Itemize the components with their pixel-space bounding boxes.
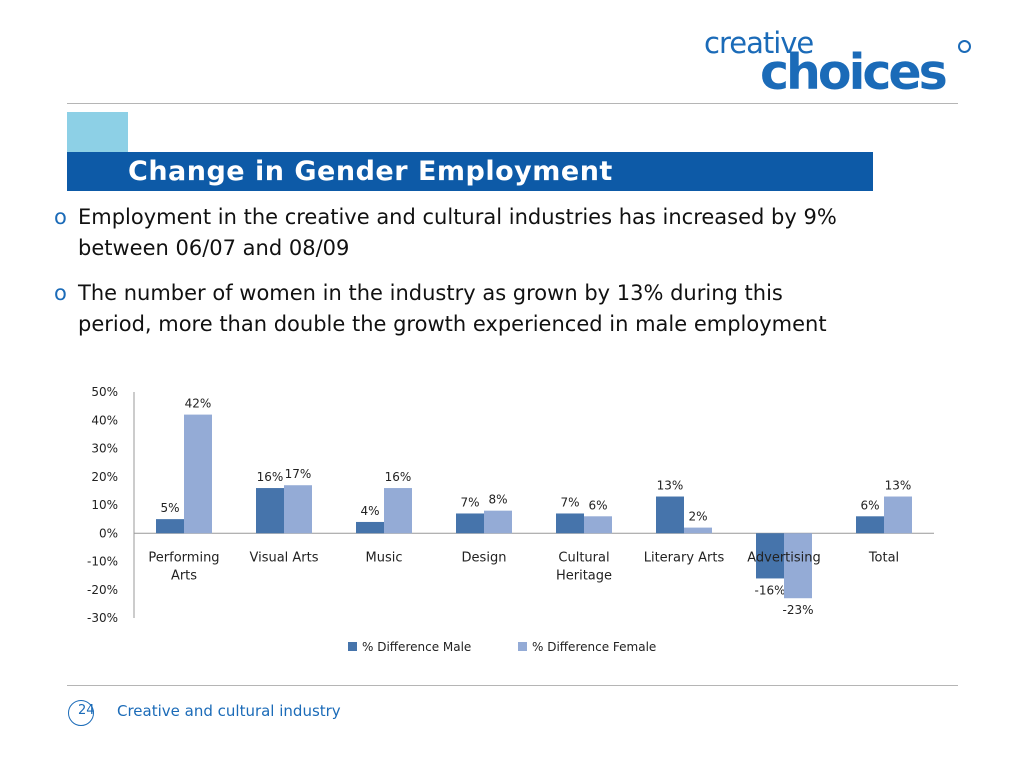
data-label: 6% — [860, 498, 879, 512]
data-label: 17% — [285, 467, 312, 481]
bar-male — [856, 516, 884, 534]
bar-male — [356, 521, 384, 534]
x-tick-label: Cultural — [558, 550, 609, 565]
x-tick-label: Total — [868, 550, 899, 565]
data-label: 16% — [257, 470, 284, 484]
bar-female — [284, 485, 312, 534]
data-label: 8% — [488, 493, 507, 507]
slide-title: Change in Gender Employment — [128, 156, 613, 187]
legend-swatch — [348, 642, 357, 651]
bar-male — [756, 533, 784, 579]
data-label: 7% — [460, 495, 479, 509]
data-label: 42% — [185, 397, 212, 411]
bullet-item: o The number of women in the industry as… — [52, 278, 852, 340]
logo-line-1: creative — [704, 26, 814, 60]
logo-line-2: choices — [760, 44, 948, 101]
footer-text: Creative and cultural industry — [117, 702, 341, 720]
bar-female — [384, 488, 412, 534]
x-tick-label: Arts — [171, 568, 197, 583]
data-label: 5% — [160, 501, 179, 515]
bar-female — [484, 510, 512, 534]
data-label: 7% — [560, 495, 579, 509]
creative-choices-logo: creative choices — [700, 26, 980, 101]
y-tick-label: 20% — [91, 470, 118, 484]
bullet-item: o Employment in the creative and cultura… — [52, 202, 852, 264]
data-label: 2% — [688, 510, 707, 524]
y-tick-label: 0% — [99, 526, 118, 540]
data-label: 6% — [588, 498, 607, 512]
bar-male — [256, 488, 284, 534]
x-tick-label: Performing — [148, 550, 219, 565]
bullet-marker: o — [54, 281, 67, 305]
bar-female — [784, 533, 812, 599]
y-tick-label: -30% — [87, 611, 118, 625]
data-label: 13% — [885, 479, 912, 493]
y-tick-label: 40% — [91, 413, 118, 427]
bullet-text: The number of women in the industry as g… — [78, 281, 827, 336]
bullet-marker: o — [54, 205, 67, 229]
data-label: -16% — [754, 583, 785, 597]
bar-male — [656, 496, 684, 534]
x-tick-label: Visual Arts — [249, 550, 318, 565]
bar-female — [684, 527, 712, 534]
page-number-badge: 24 — [68, 700, 95, 726]
data-label: 16% — [385, 470, 412, 484]
x-tick-label: Advertising — [747, 550, 821, 565]
x-tick-label: Heritage — [556, 568, 612, 583]
bar-female — [584, 516, 612, 534]
bar-male — [556, 513, 584, 534]
bar-male — [156, 519, 184, 534]
title-bar: Change in Gender Employment — [67, 152, 873, 191]
title-accent-square — [67, 112, 128, 152]
legend-swatch — [518, 642, 527, 651]
x-tick-label: Design — [462, 550, 507, 565]
bar-male — [456, 513, 484, 534]
y-tick-label: 50% — [91, 385, 118, 399]
footer-rule — [67, 685, 958, 686]
bullet-text: Employment in the creative and cultural … — [78, 205, 837, 260]
y-tick-label: 10% — [91, 498, 118, 512]
y-tick-label: -10% — [87, 555, 118, 569]
x-tick-label: Literary Arts — [644, 550, 725, 565]
data-label: 4% — [360, 504, 379, 518]
data-label: -23% — [782, 603, 813, 617]
bar-female — [184, 414, 212, 534]
legend-label: % Difference Female — [532, 640, 656, 654]
y-tick-label: 30% — [91, 442, 118, 456]
gender-employment-chart: 50% 40% 30% 20% 10% 0% -10% -20% -30% 5% 42% Perfor… — [87, 385, 934, 654]
logo-ring-icon — [958, 40, 971, 53]
page-number: 24 — [78, 703, 95, 718]
header-rule — [67, 103, 958, 104]
bar-female — [884, 496, 912, 534]
bullet-list: o Employment in the creative and cultura… — [52, 202, 852, 354]
legend-label: % Difference Male — [362, 640, 471, 654]
data-label: 13% — [657, 479, 684, 493]
y-tick-label: -20% — [87, 583, 118, 597]
x-tick-label: Music — [366, 550, 403, 565]
